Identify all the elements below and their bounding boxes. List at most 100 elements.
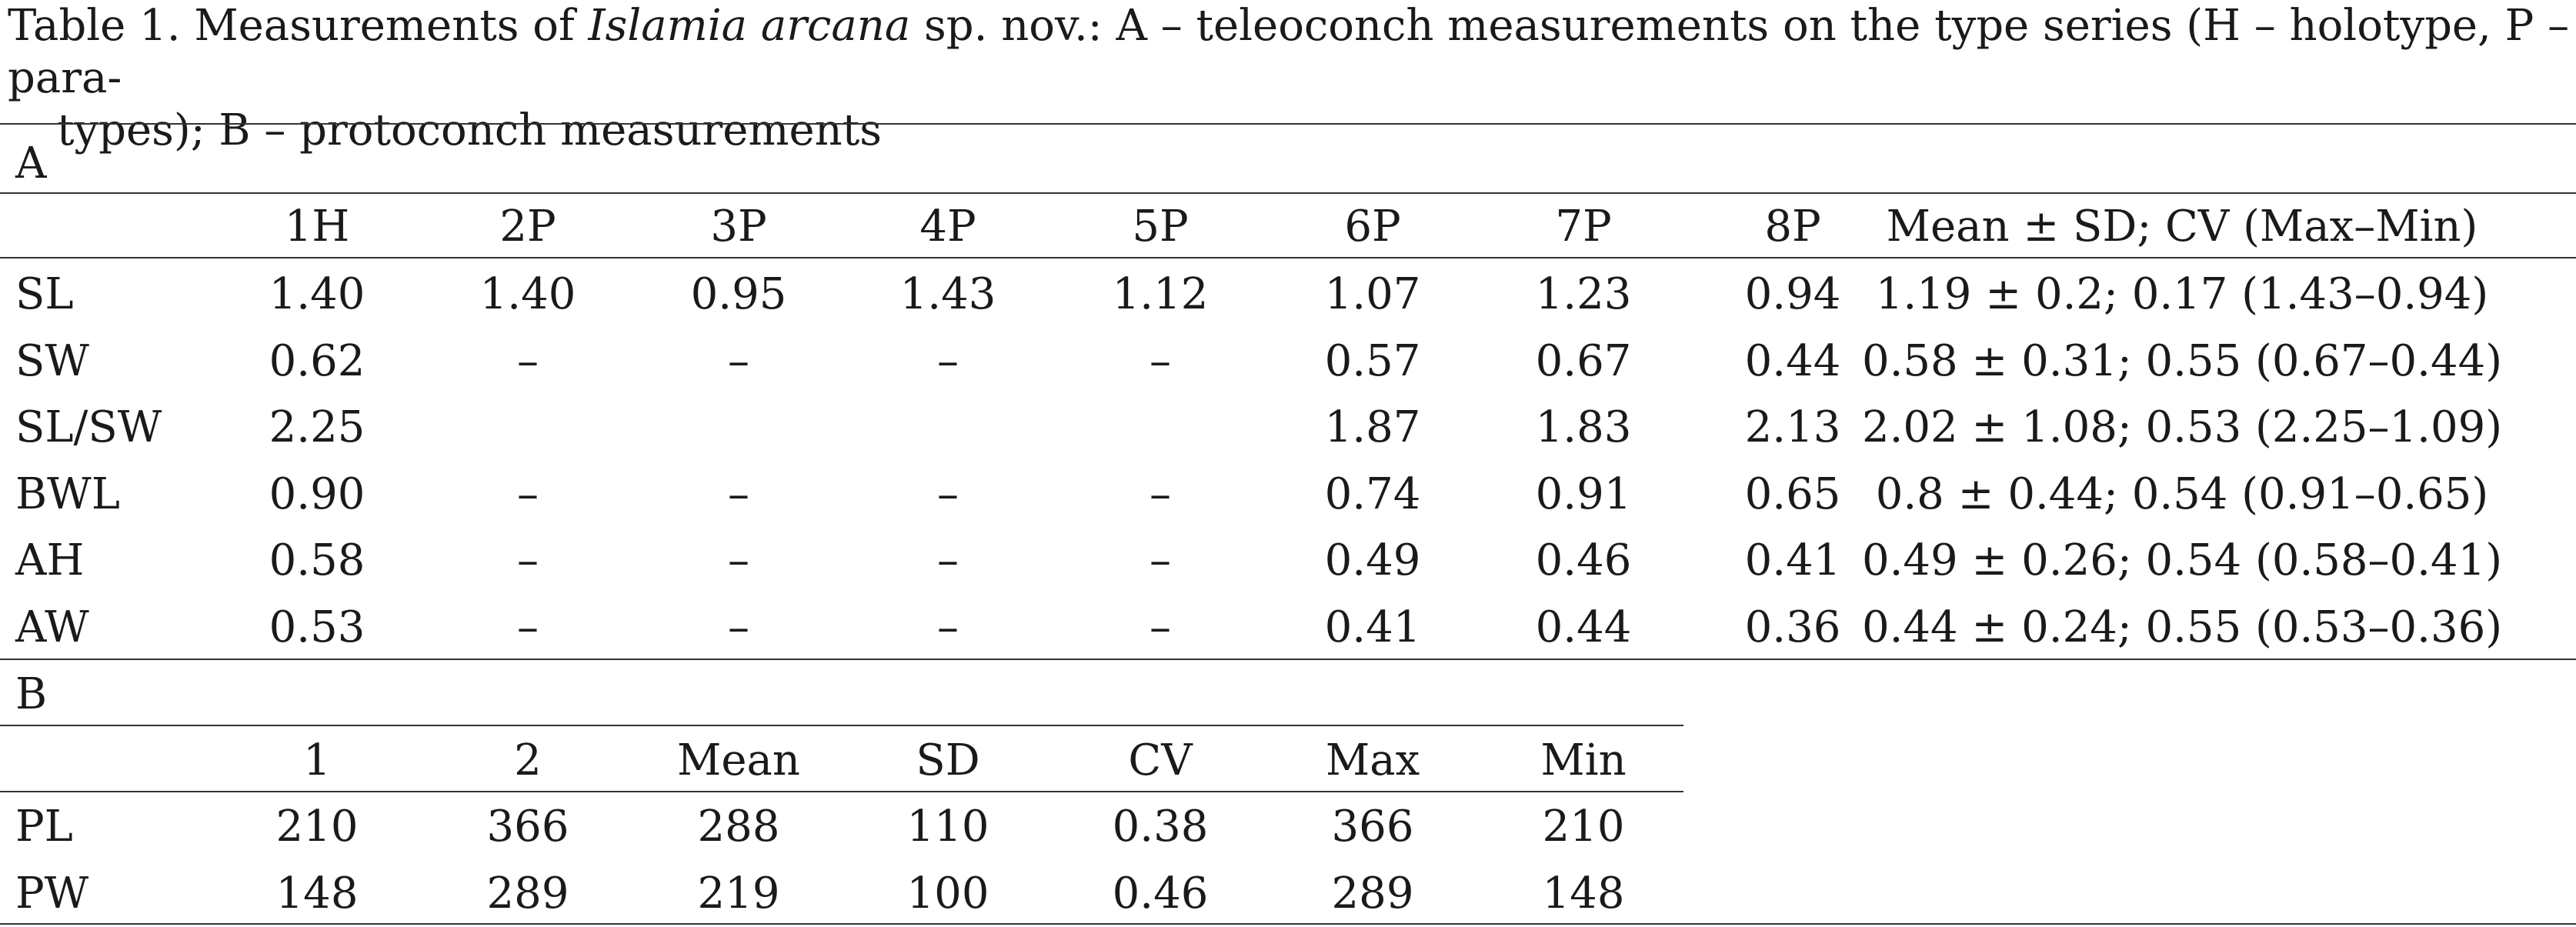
caption-prefix: Table 1. Measurements of xyxy=(8,1,589,51)
table-cell: 0.95 xyxy=(690,269,787,319)
table-cell: – xyxy=(937,469,959,519)
table-cell: 8P xyxy=(1764,202,1821,252)
table-cell: 1.43 xyxy=(899,269,996,319)
row-label: SL/SW xyxy=(15,402,162,452)
bottom-rule xyxy=(0,923,2576,925)
table-cell: 0.44 xyxy=(1535,602,1632,652)
table-cell: 1.23 xyxy=(1535,269,1632,319)
table-cell: 3P xyxy=(710,202,767,252)
table-cell: – xyxy=(728,602,749,652)
table-b-header-rule xyxy=(0,791,1683,792)
row-label: BWL xyxy=(15,469,120,519)
caption-species-name: Islamia arcana xyxy=(588,1,911,51)
table-cell: 100 xyxy=(906,868,989,919)
section-b-rule xyxy=(0,725,1683,726)
table-cell: 0.94 xyxy=(1744,269,1841,319)
table-row: SW 0.62 – – – – 0.57 0.67 0.44 0.58 ± 0.31; 0.55 … xyxy=(0,328,2576,395)
table-cell: – xyxy=(1150,469,1171,519)
table-cell: 2.13 xyxy=(1744,402,1841,452)
row-label: SL xyxy=(15,269,74,319)
table-cell: – xyxy=(937,602,959,652)
row-label: PW xyxy=(15,868,89,919)
row-label: SW xyxy=(15,335,89,386)
table-cell: 1.07 xyxy=(1324,269,1421,319)
table-cell: 110 xyxy=(906,802,989,852)
table-cell: 0.49 ± 0.26; 0.54 (0.58–0.41) xyxy=(1861,535,2503,585)
row-label: PL xyxy=(15,802,73,852)
table-cell: 0.41 xyxy=(1744,535,1841,585)
table-cell: Mean ± SD; CV (Max–Min) xyxy=(1886,202,2478,252)
table-cell: – xyxy=(728,469,749,519)
table-cell: 1.19 ± 0.2; 0.17 (1.43–0.94) xyxy=(1875,269,2489,319)
table-cell: – xyxy=(517,602,539,652)
table-cell: – xyxy=(1150,335,1171,386)
table-cell: CV xyxy=(1128,735,1193,785)
table-cell: 210 xyxy=(275,802,359,852)
top-rule xyxy=(0,123,2576,125)
table-cell: 2.25 xyxy=(269,402,365,452)
table-header-row: 1H 2P 3P 4P 5P 6P 7P 8P Mean ± SD; CV (Max–Min) xyxy=(0,194,2576,260)
table-cell: – xyxy=(517,469,539,519)
table-cell: 289 xyxy=(486,868,569,919)
table-header-row: 1 2 Mean SD CV Max Min xyxy=(0,728,2576,794)
table-cell: Mean xyxy=(677,735,800,785)
table-cell: 0.38 xyxy=(1112,802,1209,852)
table-cell: 288 xyxy=(697,802,780,852)
table-cell: 219 xyxy=(697,868,780,919)
table-cell: 0.44 ± 0.24; 0.55 (0.53–0.36) xyxy=(1861,602,2503,652)
table-cell: Max xyxy=(1325,735,1420,785)
table-cell: 210 xyxy=(1542,802,1625,852)
table-cell: 1.87 xyxy=(1324,402,1421,452)
table-cell: 366 xyxy=(486,802,569,852)
table-cell: 0.49 xyxy=(1324,535,1421,585)
table-caption: Table 1. Measurements of Islamia arcana … xyxy=(8,0,2570,157)
table-cell: 1.12 xyxy=(1112,269,1209,319)
table-cell: 366 xyxy=(1331,802,1414,852)
table-cell: 4P xyxy=(919,202,976,252)
table-cell: 148 xyxy=(275,868,359,919)
table-row: SL 1.40 1.40 0.95 1.43 1.12 1.07 1.23 0.94 1.19 ±… xyxy=(0,262,2576,328)
table-cell: 0.91 xyxy=(1535,469,1632,519)
table-a-header-rule xyxy=(0,257,2576,258)
caption-line-2: types); B – protoconch measurements xyxy=(57,105,882,155)
caption-suffix: sp. nov.: A – teleoconch measurements on… xyxy=(8,1,2570,103)
table-cell: – xyxy=(1150,602,1171,652)
table-row: PL 210 366 288 110 0.38 366 210 xyxy=(0,794,2576,860)
table-row: AH 0.58 – – – – 0.49 0.46 0.41 0.49 ± 0.26; 0.54 … xyxy=(0,528,2576,594)
row-label: AH xyxy=(15,535,85,585)
section-a-rule xyxy=(0,192,2576,194)
table-cell: 0.46 xyxy=(1112,868,1209,919)
table-cell: 0.46 xyxy=(1535,535,1632,585)
table-row: PW 148 289 219 100 0.46 289 148 xyxy=(0,861,2576,927)
table-cell: 0.67 xyxy=(1535,335,1632,386)
table-cell: 148 xyxy=(1542,868,1625,919)
table-cell: – xyxy=(728,535,749,585)
table-cell: 1 xyxy=(303,735,331,785)
table-cell: 0.44 xyxy=(1744,335,1841,386)
table-cell: 2 xyxy=(514,735,542,785)
table-cell: 289 xyxy=(1331,868,1414,919)
table-cell: 0.58 xyxy=(269,535,365,585)
table-cell: 6P xyxy=(1344,202,1401,252)
table-row: AW 0.53 – – – – 0.41 0.44 0.36 0.44 ± 0.24; 0.55 … xyxy=(0,595,2576,661)
table-cell: 0.36 xyxy=(1744,602,1841,652)
table-cell: 2.02 ± 1.08; 0.53 (2.25–1.09) xyxy=(1861,402,2503,452)
section-label-b: B xyxy=(15,669,48,719)
table-cell: 0.57 xyxy=(1324,335,1421,386)
table-cell: – xyxy=(517,535,539,585)
table-cell: 0.58 ± 0.31; 0.55 (0.67–0.44) xyxy=(1861,335,2503,386)
section-label-a: A xyxy=(15,138,47,188)
table-cell: 0.41 xyxy=(1324,602,1421,652)
table-row: BWL 0.90 – – – – 0.74 0.91 0.65 0.8 ± 0.44; 0.54 … xyxy=(0,462,2576,528)
table-cell: – xyxy=(937,335,959,386)
table-cell: 1.40 xyxy=(269,269,365,319)
table-cell: 1.83 xyxy=(1535,402,1632,452)
table-cell: SD xyxy=(916,735,980,785)
table-cell: Min xyxy=(1540,735,1627,785)
table-cell: 7P xyxy=(1555,202,1612,252)
row-label: AW xyxy=(15,602,89,652)
table-cell: 1.40 xyxy=(479,269,576,319)
table-cell: – xyxy=(517,335,539,386)
table-cell: 0.8 ± 0.44; 0.54 (0.91–0.65) xyxy=(1875,469,2489,519)
table-a-bottom-rule xyxy=(0,659,2576,660)
